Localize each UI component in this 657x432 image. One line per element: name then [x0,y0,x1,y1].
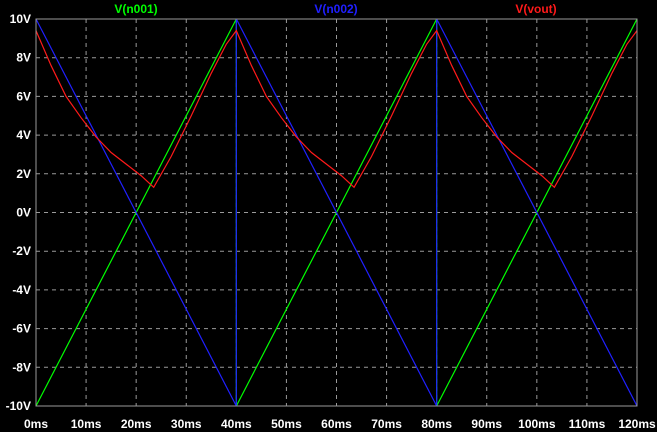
y-tick-label: 2V [16,167,31,181]
legend: V(n001) V(n002) V(vout) [114,2,556,16]
legend-entry: V(n001) [114,2,157,16]
x-tick-label: 70ms [371,417,402,431]
x-tick-label: 20ms [121,417,152,431]
x-tick-label: 100ms [518,417,556,431]
y-tick-label: 4V [16,128,31,142]
x-tick-label: 0ms [24,417,48,431]
x-axis-ticks: 0ms 10ms 20ms 30ms 40ms 50ms 60ms 70ms 80ms 90ms 1… [24,417,656,431]
legend-entry: V(vout) [515,2,556,16]
x-tick-label: 110ms [569,417,606,431]
x-tick-label: 50ms [271,417,302,431]
x-tick-label: 40ms [221,417,252,431]
plot-frame [35,18,638,407]
y-tick-label: 0V [16,206,31,220]
y-axis-ticks: 10V 8V 6V 4V 2V 0V -2V -4V -6V -8V -10V [6,12,31,413]
y-tick-label: 6V [16,89,31,103]
x-tick-label: 30ms [171,417,202,431]
y-tick-label: -4V [12,283,31,297]
y-tick-label: 8V [16,51,31,65]
y-tick-label: -10V [6,399,31,413]
x-tick-label: 60ms [321,417,352,431]
y-tick-label: 10V [10,12,31,26]
traces [35,18,638,407]
series-line-vvout [35,29,638,189]
series-line-vn002 [35,18,638,407]
y-tick-label: -8V [12,360,31,374]
y-tick-label: -6V [12,322,31,336]
y-tick-label: -2V [12,244,31,258]
x-tick-label: 10ms [71,417,102,431]
x-tick-label: 90ms [471,417,502,431]
x-tick-label: 80ms [421,417,452,431]
legend-entry: V(n002) [314,2,357,16]
x-tick-label: 120ms [618,417,656,431]
